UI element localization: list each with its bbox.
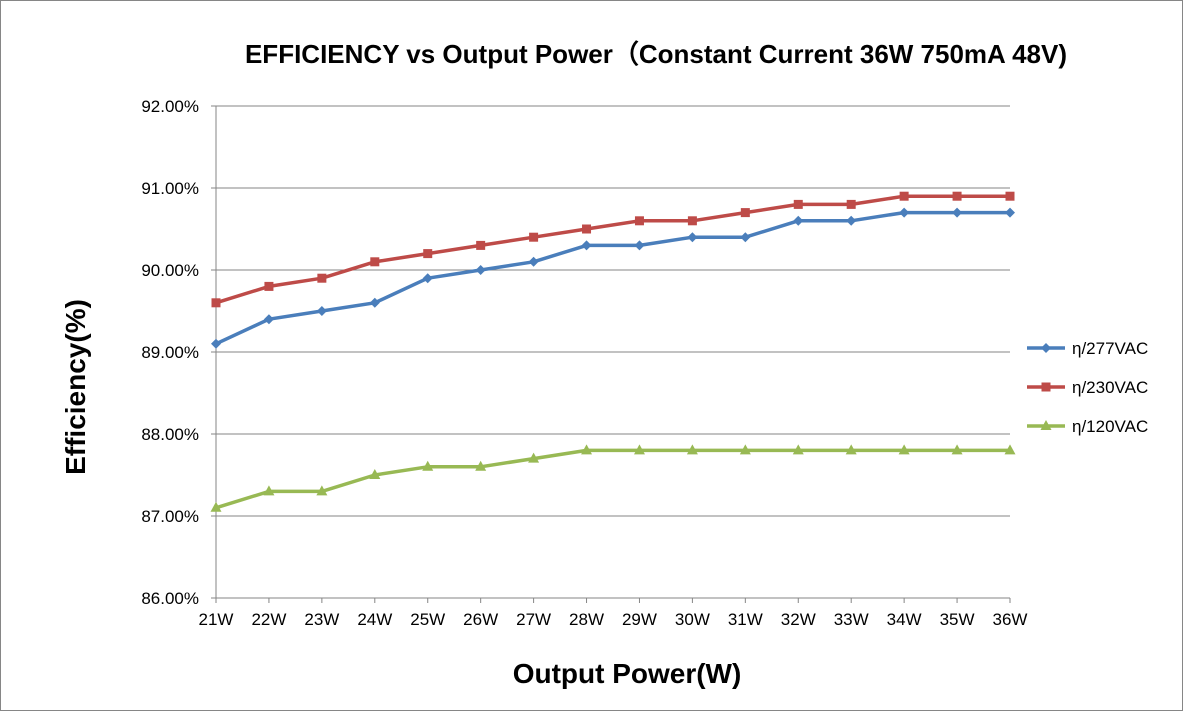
x-tick-label: 21W — [199, 610, 234, 629]
data-point — [581, 240, 592, 251]
data-point — [263, 314, 274, 325]
data-point — [211, 298, 221, 308]
data-point — [369, 297, 380, 308]
data-point — [634, 216, 644, 226]
x-tick-label: 28W — [569, 610, 604, 629]
data-point — [475, 265, 486, 275]
x-tick-label: 22W — [251, 610, 286, 629]
data-point — [687, 232, 698, 243]
y-axis-title: Efficiency(%) — [60, 299, 91, 475]
data-point — [422, 273, 433, 284]
data-point — [475, 460, 487, 471]
data-point — [899, 207, 910, 218]
data-point — [634, 240, 645, 251]
legend-label: η/277VAC — [1072, 339, 1148, 358]
data-point — [528, 256, 539, 267]
x-tick-label: 31W — [728, 610, 763, 629]
x-tick-label: 27W — [516, 610, 551, 629]
x-tick-label: 32W — [781, 610, 816, 629]
x-tick-label: 30W — [675, 610, 710, 629]
data-point — [422, 460, 434, 471]
data-point — [793, 199, 803, 209]
gridlines — [216, 105, 1010, 517]
series-1 — [211, 191, 1015, 308]
legend-item: η/230VAC — [1027, 378, 1148, 397]
data-point — [739, 444, 751, 455]
y-tick-label: 92.00% — [141, 97, 199, 116]
x-tick-labels: 21W 22W 23W 24W 25W 26W 27W 28W 29W 30W 31W 32W 33W 3… — [199, 610, 1028, 629]
data-point — [316, 306, 327, 316]
data-point — [792, 444, 804, 455]
chart-title: EFFICIENCY vs Output Power（Constant Curr… — [245, 39, 1067, 69]
y-tick-labels: 86.00% 87.00% 88.00% 89.00% 90.00% 91.00% 92.0… — [141, 97, 199, 608]
data-point — [898, 444, 910, 455]
data-point — [846, 215, 857, 226]
axes — [211, 105, 1011, 603]
x-tick-label: 25W — [410, 610, 445, 629]
data-point — [845, 444, 857, 455]
data-point — [263, 485, 275, 496]
data-point — [951, 444, 963, 455]
data-point — [423, 249, 433, 259]
legend-marker — [1041, 382, 1051, 392]
data-point — [476, 240, 486, 250]
x-tick-label: 26W — [463, 610, 498, 629]
x-tick-label: 23W — [304, 610, 339, 629]
data-point — [793, 215, 804, 226]
data-point — [369, 469, 381, 479]
legend: η/277VAC η/230VAC η/120VAC — [1027, 339, 1148, 436]
y-tick-label: 87.00% — [141, 507, 199, 526]
data-point — [899, 191, 909, 201]
series-2 — [210, 444, 1016, 512]
legend-item: η/120VAC — [1027, 417, 1148, 436]
data-point — [582, 224, 592, 234]
legend-label: η/120VAC — [1072, 417, 1148, 436]
series-line — [215, 194, 1010, 305]
data-point — [952, 191, 962, 201]
x-tick-label: 36W — [993, 610, 1028, 629]
data-point — [686, 444, 698, 455]
series-group — [210, 191, 1016, 512]
x-tick-label: 29W — [622, 610, 657, 629]
data-point — [317, 273, 327, 283]
x-axis-title: Output Power(W) — [513, 658, 742, 689]
data-point — [952, 207, 963, 218]
data-point — [210, 501, 222, 512]
data-point — [633, 444, 645, 455]
y-tick-label: 90.00% — [141, 261, 199, 280]
data-point — [740, 232, 751, 243]
x-tick-label: 33W — [834, 610, 869, 629]
series-line — [215, 210, 1010, 346]
series-0 — [211, 207, 1015, 349]
legend-label: η/230VAC — [1072, 378, 1148, 397]
y-tick-label: 88.00% — [141, 425, 199, 444]
data-point — [687, 216, 697, 226]
x-tick-label: 24W — [357, 610, 392, 629]
data-point — [1005, 207, 1015, 218]
y-tick-label: 86.00% — [141, 589, 199, 608]
data-point — [264, 281, 274, 291]
legend-item: η/277VAC — [1027, 339, 1148, 358]
data-point — [529, 232, 539, 242]
series-line — [215, 448, 1010, 510]
data-point — [1005, 191, 1015, 201]
data-point — [846, 199, 856, 209]
x-tick-label: 35W — [940, 610, 975, 629]
legend-marker — [1040, 420, 1052, 430]
data-point — [316, 485, 328, 496]
legend-marker — [1041, 343, 1051, 353]
data-point — [528, 452, 540, 463]
data-point — [211, 338, 221, 349]
data-point — [1004, 444, 1016, 455]
data-point — [581, 444, 593, 455]
data-point — [740, 208, 750, 218]
data-point — [370, 257, 380, 267]
y-tick-label: 91.00% — [141, 179, 199, 198]
x-tick-label: 34W — [887, 610, 922, 629]
y-tick-label: 89.00% — [141, 343, 199, 362]
